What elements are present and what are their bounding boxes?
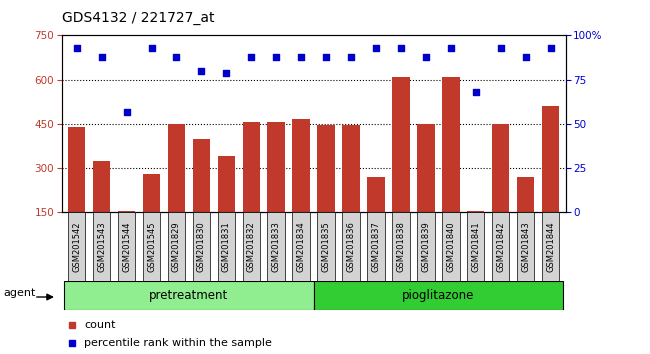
FancyBboxPatch shape: [68, 212, 85, 281]
Point: [495, 45, 506, 51]
Text: GSM201543: GSM201543: [97, 222, 106, 272]
Point: [471, 89, 481, 95]
FancyBboxPatch shape: [317, 212, 335, 281]
Bar: [517, 177, 534, 257]
Bar: [218, 156, 235, 257]
FancyBboxPatch shape: [218, 212, 235, 281]
Text: GSM201834: GSM201834: [296, 222, 306, 272]
FancyBboxPatch shape: [268, 212, 285, 281]
Bar: [68, 127, 85, 257]
Text: GSM201843: GSM201843: [521, 222, 530, 272]
Text: percentile rank within the sample: percentile rank within the sample: [84, 338, 272, 348]
Bar: [343, 125, 359, 257]
Point: [271, 54, 281, 59]
Bar: [118, 211, 135, 257]
FancyBboxPatch shape: [64, 281, 313, 310]
Bar: [492, 124, 510, 257]
Text: count: count: [84, 320, 116, 330]
FancyBboxPatch shape: [343, 212, 359, 281]
Text: GSM201830: GSM201830: [197, 222, 206, 272]
Text: GSM201838: GSM201838: [396, 222, 406, 272]
Point: [146, 45, 157, 51]
Point: [370, 45, 381, 51]
Point: [221, 70, 231, 75]
Text: pioglitazone: pioglitazone: [402, 289, 474, 302]
Bar: [542, 106, 559, 257]
Point: [96, 54, 107, 59]
FancyBboxPatch shape: [313, 281, 563, 310]
Point: [521, 54, 531, 59]
Text: GSM201835: GSM201835: [322, 222, 331, 272]
Point: [196, 68, 207, 74]
Point: [171, 54, 181, 59]
FancyBboxPatch shape: [292, 212, 310, 281]
FancyBboxPatch shape: [367, 212, 385, 281]
Text: GSM201831: GSM201831: [222, 222, 231, 272]
Bar: [417, 124, 435, 257]
FancyBboxPatch shape: [542, 212, 559, 281]
Point: [545, 45, 556, 51]
Text: GSM201842: GSM201842: [496, 222, 505, 272]
Text: GSM201544: GSM201544: [122, 222, 131, 272]
FancyBboxPatch shape: [192, 212, 210, 281]
Text: GSM201841: GSM201841: [471, 222, 480, 272]
Point: [296, 54, 306, 59]
FancyBboxPatch shape: [118, 212, 135, 281]
Point: [72, 45, 82, 51]
Point: [246, 54, 257, 59]
Bar: [442, 77, 460, 257]
FancyBboxPatch shape: [442, 212, 460, 281]
Bar: [268, 122, 285, 257]
Text: GSM201545: GSM201545: [147, 222, 156, 272]
Text: GSM201836: GSM201836: [346, 222, 356, 272]
Point: [421, 54, 431, 59]
Text: GSM201833: GSM201833: [272, 222, 281, 272]
Text: GDS4132 / 221727_at: GDS4132 / 221727_at: [62, 11, 214, 25]
FancyBboxPatch shape: [492, 212, 510, 281]
Text: GSM201840: GSM201840: [447, 222, 455, 272]
Text: GSM201844: GSM201844: [546, 222, 555, 272]
Text: GSM201839: GSM201839: [421, 222, 430, 272]
FancyBboxPatch shape: [392, 212, 410, 281]
Bar: [292, 120, 310, 257]
Bar: [93, 161, 110, 257]
Text: agent: agent: [3, 288, 36, 298]
Bar: [168, 124, 185, 257]
FancyBboxPatch shape: [242, 212, 260, 281]
Bar: [317, 125, 335, 257]
Bar: [392, 77, 410, 257]
FancyBboxPatch shape: [417, 212, 435, 281]
FancyBboxPatch shape: [517, 212, 534, 281]
Text: GSM201832: GSM201832: [247, 222, 256, 272]
Bar: [467, 211, 484, 257]
Point: [122, 109, 132, 114]
FancyBboxPatch shape: [143, 212, 161, 281]
Point: [346, 54, 356, 59]
Point: [396, 45, 406, 51]
Text: GSM201829: GSM201829: [172, 222, 181, 272]
Bar: [367, 177, 385, 257]
Point: [446, 45, 456, 51]
Point: [321, 54, 332, 59]
Text: GSM201837: GSM201837: [371, 222, 380, 272]
Text: pretreatment: pretreatment: [150, 289, 229, 302]
Bar: [192, 139, 210, 257]
FancyBboxPatch shape: [93, 212, 110, 281]
Text: GSM201542: GSM201542: [72, 222, 81, 272]
Bar: [242, 122, 260, 257]
FancyBboxPatch shape: [467, 212, 484, 281]
FancyBboxPatch shape: [168, 212, 185, 281]
Bar: [143, 174, 161, 257]
